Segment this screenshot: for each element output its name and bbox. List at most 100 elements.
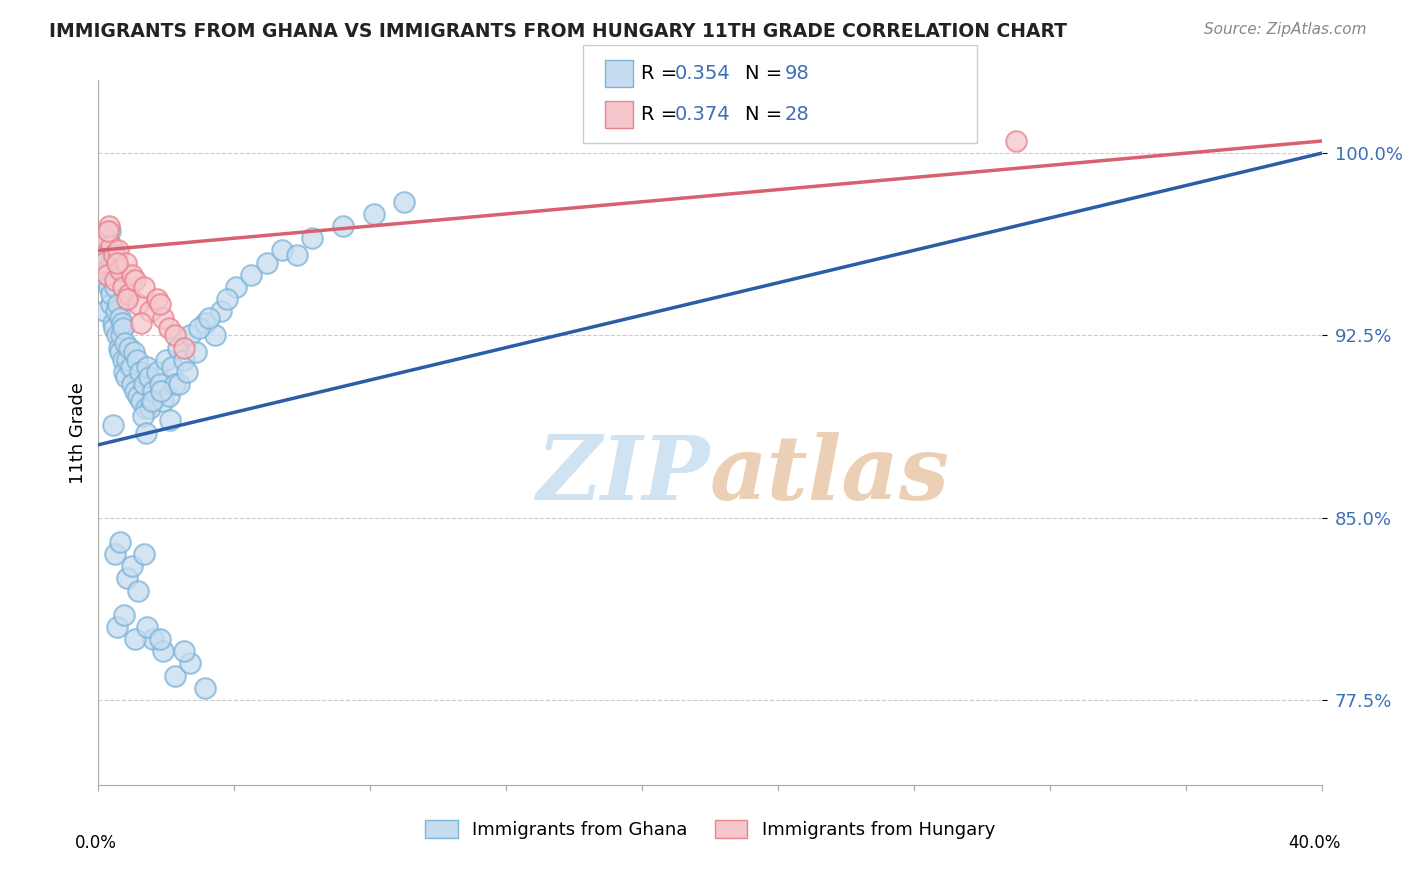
Point [127,297,149,311]
Point [112,365,135,379]
Text: ZIP: ZIP [537,432,710,518]
Point [150,384,173,399]
Point [100,287,122,301]
Point [91,255,114,269]
Text: Source: ZipAtlas.com: Source: ZipAtlas.com [1204,22,1367,37]
Text: 98: 98 [785,63,810,83]
Point [194,316,217,330]
Point [157,389,180,403]
Point [110,345,132,359]
Point [112,607,135,622]
Point [107,297,129,311]
Point [134,280,156,294]
Point [136,359,159,374]
Point [94,238,117,252]
Point [134,377,156,392]
Point [124,632,146,647]
Point [108,311,131,326]
Point [96,262,118,277]
Text: 28: 28 [785,104,810,124]
Point [122,345,145,359]
Point [301,231,323,245]
Point [132,409,155,423]
Point [93,248,115,262]
Point [188,321,211,335]
Point [110,328,132,343]
Point [121,377,143,392]
Text: 0.374: 0.374 [675,104,731,124]
Point [159,413,181,427]
Point [225,280,247,294]
Point [135,425,157,440]
Point [104,547,127,561]
Point [115,255,138,269]
Point [93,304,115,318]
Point [103,244,125,258]
Point [125,352,148,367]
Point [105,620,128,634]
Point [149,377,172,392]
Point [163,668,186,682]
Point [136,620,159,634]
Point [186,345,208,359]
Point [332,219,354,233]
Point [97,224,120,238]
Point [121,268,143,282]
Point [173,352,195,367]
Text: N =: N = [745,63,789,83]
Text: atlas: atlas [710,432,950,518]
Point [105,255,128,269]
Point [115,369,138,384]
Point [114,335,136,350]
Point [129,316,152,330]
Point [107,244,129,258]
Text: 0.0%: 0.0% [75,834,117,852]
Point [117,292,139,306]
Point [110,535,132,549]
Point [167,341,190,355]
Point [105,304,128,318]
Point [169,377,191,392]
Point [152,311,174,326]
Point [94,272,117,286]
Point [118,287,141,301]
Point [117,352,139,367]
Point [142,632,165,647]
Point [124,384,146,399]
Point [112,321,135,335]
Point [98,224,121,238]
Point [163,328,186,343]
Point [138,369,160,384]
Point [93,231,115,245]
Point [163,377,186,392]
Point [128,365,150,379]
Point [117,571,139,585]
Point [111,316,134,330]
Point [285,248,308,262]
Point [141,394,163,409]
Point [111,280,134,294]
Point [121,559,143,574]
Point [139,401,162,416]
Point [101,255,124,269]
Text: IMMIGRANTS FROM GHANA VS IMMIGRANTS FROM HUNGARY 11TH GRADE CORRELATION CHART: IMMIGRANTS FROM GHANA VS IMMIGRANTS FROM… [49,22,1067,41]
Point [97,231,120,245]
Point [105,328,128,343]
Point [127,389,149,403]
Point [145,365,167,379]
Point [256,255,278,269]
Point [197,311,219,326]
Point [100,297,122,311]
Point [160,359,183,374]
Point [108,341,131,355]
Point [179,657,201,671]
Point [215,292,238,306]
Point [91,255,114,269]
Point [173,644,195,658]
Point [155,352,177,367]
Point [103,321,125,335]
Point [101,418,124,433]
Point [111,352,134,367]
Point [179,328,201,343]
Point [98,219,121,233]
